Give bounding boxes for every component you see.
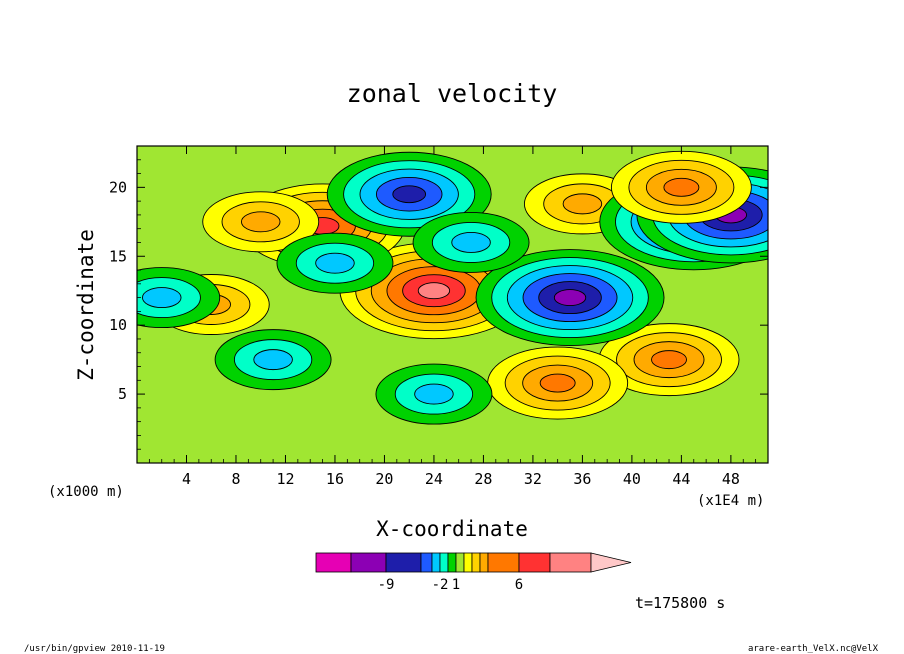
colorbar-tick-labels: -9 -2 1 6 — [378, 577, 524, 593]
colorbar — [315, 552, 632, 573]
contour-ring — [240, 211, 281, 233]
y-tick-label: 10 — [109, 316, 127, 334]
x-tick-label: 4 — [182, 470, 191, 488]
footer-left: /usr/bin/gpview 2010-11-19 — [24, 644, 165, 654]
y-tick-label: 15 — [109, 247, 127, 265]
colorbar-band — [431, 552, 441, 573]
footer-right: arare-earth_VelX.nc@VelX — [748, 644, 879, 654]
x-tick-label: 32 — [524, 470, 542, 488]
colorbar-band — [549, 552, 592, 573]
contour-ring — [141, 287, 182, 309]
colorbar-band — [487, 552, 520, 573]
contour-ring — [451, 232, 491, 253]
colorbar-tick-label: 1 — [452, 577, 460, 593]
field-feature — [137, 267, 221, 329]
contour-ring — [562, 193, 603, 215]
field-feature — [339, 242, 529, 340]
colorbar-band — [455, 552, 465, 573]
x-tick-label: 12 — [276, 470, 294, 488]
colorbar-band — [350, 552, 387, 573]
x-tick-label: 40 — [623, 470, 641, 488]
contour-ring — [417, 282, 451, 300]
colorbar-band — [385, 552, 422, 573]
y-tick-label: 5 — [118, 385, 127, 403]
x-tick-label: 48 — [722, 470, 740, 488]
x-axis-ticks: 4 8 12 16 20 24 28 32 36 40 44 48 — [148, 146, 757, 488]
field-feature — [475, 249, 665, 347]
colorbar-band — [315, 552, 352, 573]
colorbar-band — [447, 552, 457, 573]
time-label: t=175800 s — [635, 594, 725, 612]
y-axis-ticks: 5 10 15 20 — [109, 159, 768, 450]
field-regions — [137, 150, 768, 425]
y-tick-label: 20 — [109, 178, 127, 196]
contour-ring — [663, 177, 700, 197]
colorbar-tick-label: -9 — [378, 577, 395, 593]
x-tick-label: 28 — [474, 470, 492, 488]
field-feature — [202, 191, 320, 253]
x-tick-label: 8 — [231, 470, 240, 488]
colorbar-tick-label: -2 — [432, 577, 449, 593]
chart-title: zonal velocity — [347, 79, 558, 108]
colorbar-extend-arrow — [590, 552, 632, 573]
contour-ring — [553, 289, 587, 307]
field-feature — [214, 329, 332, 391]
heatmap-area — [137, 146, 768, 463]
contour-ring — [315, 252, 355, 274]
contour-ring — [414, 383, 454, 405]
contour-ring — [651, 350, 687, 370]
colorbar-band — [420, 552, 433, 573]
field-feature — [276, 232, 394, 294]
colorbar-tick-label: 6 — [515, 577, 523, 593]
colorbar-band — [463, 552, 473, 573]
colorbar-band — [518, 552, 551, 573]
x-unit-label: (x1E4 m) — [697, 493, 764, 509]
colorbar-band — [439, 552, 449, 573]
colorbar-band — [471, 552, 481, 573]
plot-frame — [136, 145, 769, 464]
x-tick-label: 20 — [375, 470, 393, 488]
field-feature — [375, 363, 493, 425]
contour-ring — [539, 373, 576, 393]
x-tick-label: 24 — [425, 470, 443, 488]
field-feature — [610, 150, 752, 224]
colorbar-band — [479, 552, 489, 573]
field-feature — [487, 346, 629, 420]
contour-ring — [392, 185, 427, 204]
x-tick-label: 44 — [672, 470, 690, 488]
field-feature — [412, 212, 530, 273]
x-axis-label: X-coordinate — [376, 517, 528, 541]
contour-ring — [253, 349, 293, 371]
x-tick-label: 36 — [573, 470, 591, 488]
y-axis-label: Z-coordinate — [74, 229, 98, 381]
x-tick-label: 16 — [326, 470, 344, 488]
y-unit-label: (x1000 m) — [48, 484, 124, 500]
